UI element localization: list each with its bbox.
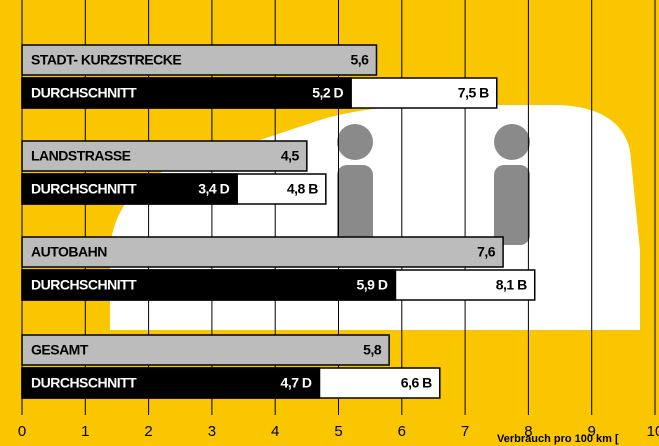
x-tick-label: 2 xyxy=(144,423,152,440)
x-tick-label: 7 xyxy=(461,423,469,440)
category-label: LANDSTRASSE xyxy=(31,148,131,164)
average-label: DURCHSCHNITT xyxy=(31,181,137,197)
value-label: 5,8 xyxy=(363,342,382,358)
x-tick-label: 0 xyxy=(18,423,26,440)
x-axis-label: Verbrauch pro 100 km [ xyxy=(497,433,619,445)
x-tick-label: 3 xyxy=(208,423,216,440)
value-label: 8,1 B xyxy=(496,277,527,293)
value-label: 5,9 D xyxy=(357,277,388,293)
x-tick-label: 1 xyxy=(81,423,89,440)
value-label: 7,6 xyxy=(477,244,496,260)
value-label: 4,5 xyxy=(281,148,300,164)
x-tick-label: 9 xyxy=(588,423,596,440)
value-label: 7,5 B xyxy=(458,85,489,101)
average-label: DURCHSCHNITT xyxy=(31,375,137,391)
value-label: 4,8 B xyxy=(287,181,318,197)
category-label: AUTOBAHN xyxy=(31,244,107,260)
x-tick-label: 8 xyxy=(524,423,532,440)
x-tick-label: 6 xyxy=(398,423,406,440)
category-label: STADT- KURZSTRECKE xyxy=(31,52,181,68)
value-label: 5,2 D xyxy=(312,85,343,101)
x-tick-label: 5 xyxy=(334,423,342,440)
average-label: DURCHSCHNITT xyxy=(31,85,137,101)
chart: STADT- KURZSTRECKE 5,6 7,5 B 5,2 D DURCHSCHN… xyxy=(0,0,659,446)
value-label: 3,4 D xyxy=(198,181,229,197)
x-tick-label: 10 xyxy=(647,423,659,440)
value-label: 6,6 B xyxy=(401,375,432,391)
value-label: 4,7 D xyxy=(281,375,312,391)
value-label: 5,6 xyxy=(351,52,370,68)
x-tick-label: 4 xyxy=(271,423,279,440)
category-label: GESAMT xyxy=(31,342,89,358)
average-label: DURCHSCHNITT xyxy=(31,277,137,293)
